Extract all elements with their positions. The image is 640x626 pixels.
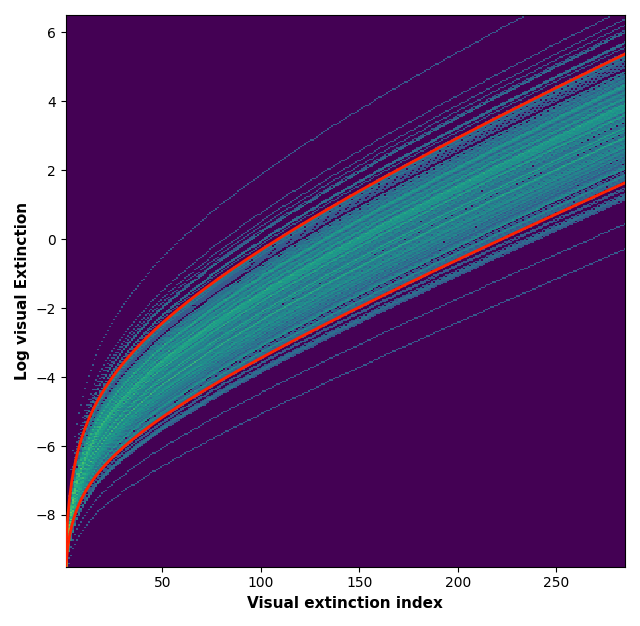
X-axis label: Visual extinction index: Visual extinction index — [248, 596, 444, 611]
Y-axis label: Log visual Extinction: Log visual Extinction — [15, 202, 30, 380]
